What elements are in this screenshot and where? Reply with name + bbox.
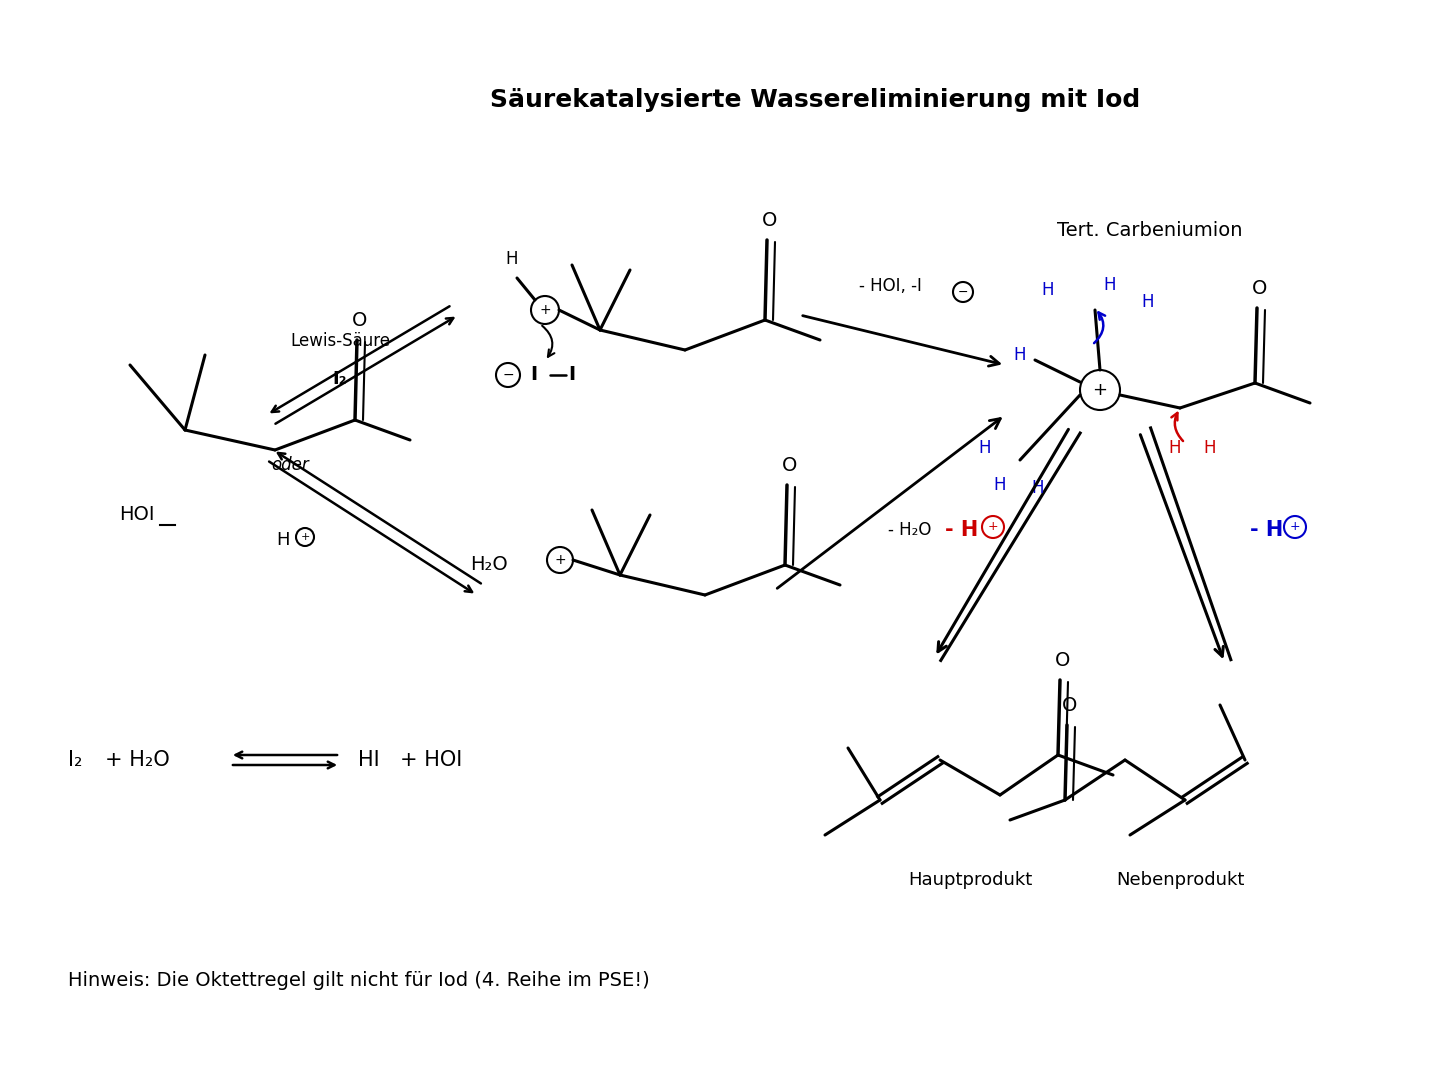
Text: O: O: [1253, 279, 1267, 298]
Text: +: +: [1093, 381, 1107, 399]
Text: H: H: [1169, 438, 1181, 457]
Text: H: H: [1142, 293, 1155, 311]
Text: O: O: [1056, 651, 1071, 670]
Text: +: +: [1290, 521, 1300, 534]
Text: H₂O: H₂O: [471, 555, 508, 575]
Text: Tert. Carbeniumion: Tert. Carbeniumion: [1057, 220, 1243, 240]
Text: I: I: [567, 365, 575, 384]
Text: H: H: [994, 476, 1007, 494]
Text: −: −: [958, 285, 968, 298]
Text: I: I: [530, 365, 537, 384]
Text: Hinweis: Die Oktettregel gilt nicht für Iod (4. Reihe im PSE!): Hinweis: Die Oktettregel gilt nicht für …: [68, 971, 649, 989]
Text: Säurekatalysierte Wassereliminierung mit Iod: Säurekatalysierte Wassereliminierung mit…: [490, 87, 1140, 112]
Text: H: H: [979, 438, 991, 457]
Text: HI: HI: [359, 750, 380, 770]
Text: + H₂O: + H₂O: [105, 750, 170, 770]
Text: +: +: [301, 532, 310, 542]
Text: O: O: [353, 311, 367, 330]
Text: H: H: [1103, 276, 1116, 294]
Text: HOI: HOI: [120, 505, 154, 524]
Text: I₂: I₂: [68, 750, 82, 770]
Text: - H₂O: - H₂O: [888, 521, 932, 539]
Text: H: H: [1204, 438, 1217, 457]
Text: H: H: [1041, 281, 1054, 299]
Text: + HOI: + HOI: [400, 750, 462, 770]
Text: H: H: [276, 531, 289, 549]
Text: +: +: [988, 521, 998, 534]
Text: H: H: [1014, 346, 1027, 364]
Text: H: H: [505, 249, 518, 268]
Text: oder: oder: [271, 456, 308, 474]
Text: −: −: [503, 368, 514, 382]
Text: +: +: [554, 553, 566, 567]
Text: Nebenprodukt: Nebenprodukt: [1116, 870, 1244, 889]
Text: Hauptprodukt: Hauptprodukt: [907, 870, 1032, 889]
Text: O: O: [1063, 696, 1077, 715]
Text: +: +: [539, 303, 552, 318]
Text: O: O: [762, 211, 778, 230]
Text: I₂: I₂: [333, 370, 347, 388]
Text: - H: - H: [945, 519, 978, 540]
Text: Lewis-Säure: Lewis-Säure: [289, 332, 390, 350]
Text: - HOI, -I: - HOI, -I: [858, 276, 922, 295]
Text: - H: - H: [1250, 519, 1283, 540]
Text: H: H: [1031, 480, 1044, 497]
Text: O: O: [782, 456, 798, 475]
